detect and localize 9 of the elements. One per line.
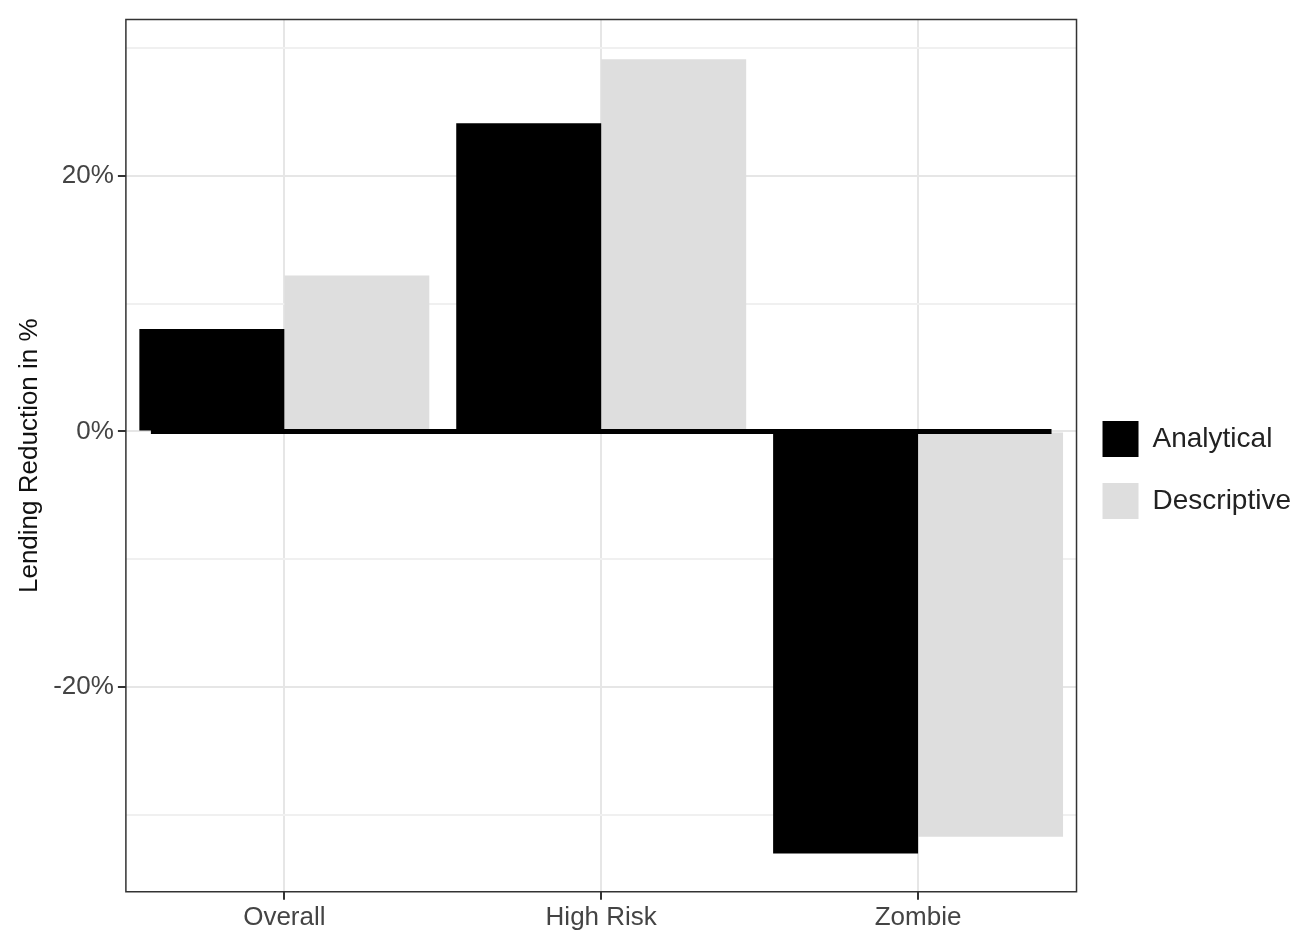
- y-tick-label: 0%: [76, 414, 114, 445]
- legend-label: Analytical: [1152, 421, 1273, 453]
- x-tick-label: Zombie: [874, 900, 962, 931]
- x-tick-label: High Risk: [545, 900, 658, 931]
- y-axis-title: Lending Reduction in %: [12, 318, 43, 594]
- y-tick-label: 20%: [61, 158, 114, 189]
- x-tick-label: Overall: [243, 900, 326, 931]
- y-tick-label: -20%: [53, 670, 114, 701]
- legend-label: Descriptive: [1152, 483, 1291, 515]
